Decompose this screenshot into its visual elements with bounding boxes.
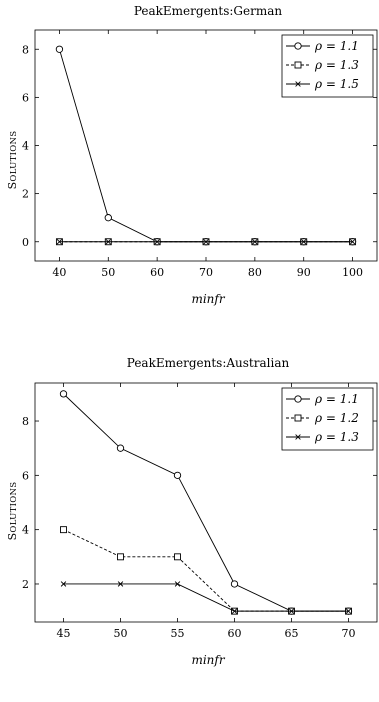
legend-label: ρ = 1.5 bbox=[314, 77, 359, 91]
marker-cross bbox=[203, 239, 209, 245]
marker-circle bbox=[55, 45, 64, 53]
legend-label: ρ = 1.1 bbox=[314, 39, 359, 53]
chart-title: PeakEmergents:German bbox=[134, 4, 283, 18]
marker-cross bbox=[345, 608, 352, 614]
y-tick-label: 2 bbox=[22, 578, 29, 591]
legend: ρ = 1.1 ρ = 1.2 ρ = 1.3 bbox=[281, 387, 374, 451]
chart-peakemergents-australian: PeakEmergents:Australian minfr SOLUTIONS… bbox=[6, 356, 378, 667]
series-2 bbox=[60, 526, 352, 615]
marker-cross bbox=[288, 608, 295, 614]
marker-square bbox=[294, 61, 302, 69]
series-3 bbox=[60, 581, 352, 614]
legend-label: ρ = 1.2 bbox=[314, 411, 359, 425]
x-tick-label: 50 bbox=[114, 627, 128, 640]
marker-cross bbox=[154, 239, 160, 245]
x-tick-label: 70 bbox=[199, 266, 213, 279]
marker-square bbox=[117, 553, 124, 561]
x-tick-label: 80 bbox=[248, 266, 262, 279]
marker-circle bbox=[294, 395, 302, 403]
legend-label: ρ = 1.1 bbox=[314, 392, 359, 406]
y-tick-label: 4 bbox=[22, 140, 29, 153]
y-tick-label: 6 bbox=[22, 469, 29, 482]
legend-label: ρ = 1.3 bbox=[314, 58, 359, 72]
series-3 bbox=[56, 239, 356, 245]
marker-circle bbox=[59, 390, 68, 398]
marker-square bbox=[294, 414, 302, 422]
x-tick-label: 100 bbox=[342, 266, 363, 279]
chart-title: PeakEmergents:Australian bbox=[127, 356, 290, 370]
marker-cross bbox=[105, 239, 112, 245]
marker-circle bbox=[294, 42, 302, 50]
x-axis-label: minfr bbox=[191, 653, 225, 667]
x-tick-label: 65 bbox=[285, 627, 299, 640]
plot-frame bbox=[34, 382, 378, 623]
legend-label: ρ = 1.3 bbox=[314, 430, 359, 444]
chart-peakemergents-german: PeakEmergents:German minfr SOLUTIONS 40 5… bbox=[6, 4, 378, 306]
y-tick-label: 6 bbox=[22, 91, 29, 104]
marker-circle bbox=[116, 444, 125, 452]
marker-cross bbox=[174, 581, 181, 587]
marker-circle bbox=[173, 471, 182, 479]
x-tick-label: 60 bbox=[228, 627, 242, 640]
marker-circle bbox=[230, 580, 239, 588]
marker-square bbox=[174, 553, 181, 561]
marker-cross bbox=[349, 239, 356, 245]
marker-cross bbox=[295, 434, 301, 440]
y-tick-label: 8 bbox=[22, 415, 29, 428]
x-tick-label: 55 bbox=[171, 627, 185, 640]
x-tick-label: 60 bbox=[150, 266, 164, 279]
legend: ρ = 1.1 ρ = 1.3 ρ = 1.5 bbox=[281, 34, 374, 98]
series-line bbox=[63, 529, 349, 612]
y-axis-label: SOLUTIONS bbox=[6, 482, 19, 541]
series-line bbox=[63, 583, 349, 612]
x-tick-label: 90 bbox=[297, 266, 311, 279]
y-tick-label: 8 bbox=[22, 43, 29, 56]
x-tick-label: 70 bbox=[342, 627, 356, 640]
marker-circle bbox=[104, 214, 112, 222]
marker-cross bbox=[300, 239, 307, 245]
marker-cross bbox=[117, 581, 124, 587]
y-tick-label: 2 bbox=[22, 188, 29, 201]
y-tick-label: 4 bbox=[22, 524, 29, 537]
x-tick-label: 50 bbox=[101, 266, 115, 279]
marker-cross bbox=[56, 239, 63, 245]
y-axis-label: SOLUTIONS bbox=[6, 131, 19, 190]
marker-cross bbox=[295, 81, 301, 87]
marker-square bbox=[60, 526, 67, 534]
marker-cross bbox=[252, 239, 258, 245]
y-tick-label: 0 bbox=[22, 236, 29, 249]
x-axis-label: minfr bbox=[191, 292, 225, 306]
x-tick-label: 45 bbox=[57, 627, 71, 640]
x-tick-label: 40 bbox=[52, 266, 66, 279]
marker-cross bbox=[231, 608, 238, 614]
marker-cross bbox=[60, 581, 67, 587]
